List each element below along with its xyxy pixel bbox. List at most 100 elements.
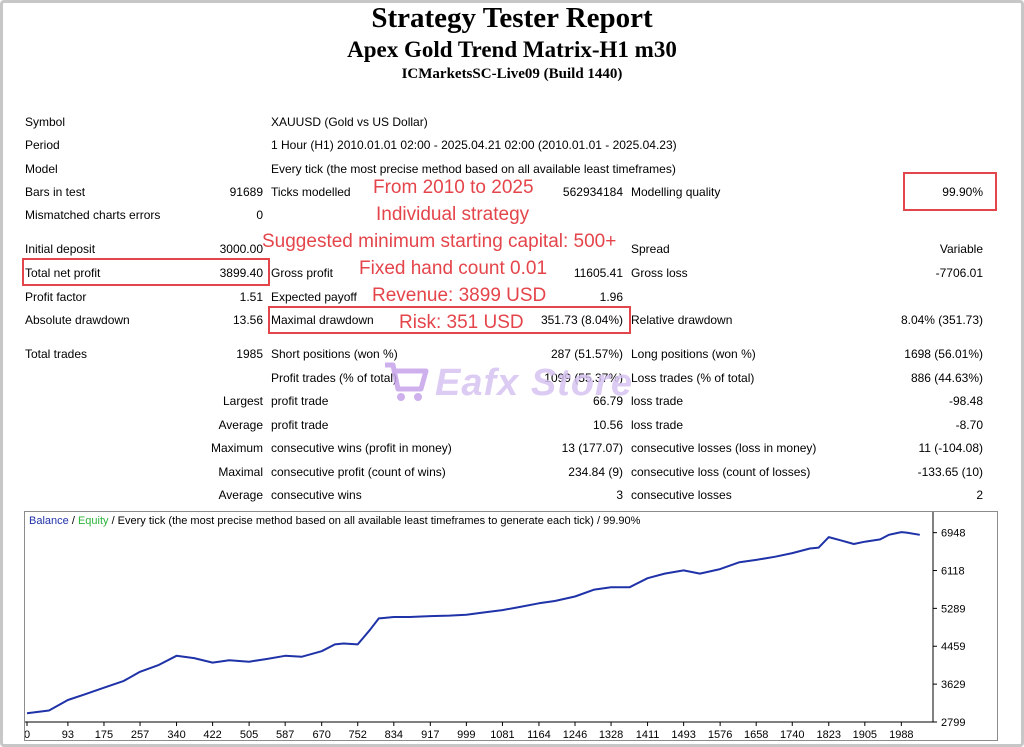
y-tick-label: 3629 [941,679,965,691]
average-ltrade-value: -8.70 [955,418,983,432]
legend-equity: Equity [77,515,109,527]
maxdd-label: Maximal drawdown [271,313,374,327]
deposit-label: Initial deposit [25,242,96,256]
grossloss-label: Gross loss [631,266,688,280]
spread-label: Spread [631,242,670,256]
maxdd-value: 351.73 (8.04%) [540,313,623,327]
average-ptrade-value: 10.56 [592,418,623,432]
ptrades-value: 1099 (55.37%) [544,371,623,385]
maximum-label: Maximum [210,441,263,455]
legend-description: / Every tick (the most precise method ba… [108,515,641,527]
period-label: Period [25,138,60,152]
bars-label: Bars in test [25,185,86,199]
annotation-period: From 2010 to 2025 [373,177,534,198]
largest-ptrade-label: profit trade [271,394,329,408]
x-tick-label: 999 [457,729,475,740]
long-label: Long positions (won %) [631,347,756,361]
x-tick-label: 1411 [636,729,660,740]
x-tick-label: 1328 [599,729,623,740]
annotation-revenue: Revenue: 3899 USD [372,285,547,306]
maximal-label: Maximal [218,465,263,479]
largest-label: Largest [222,394,263,408]
symbol-label: Symbol [25,115,66,129]
avg-closses-value: 2 [976,488,983,502]
x-tick-label: 0 [25,729,30,740]
balance-chart: Balance / Equity / Every tick (the most … [24,511,998,741]
y-tick-label: 4459 [941,641,965,653]
chart-legend: Balance / Equity / Every tick (the most … [29,515,640,527]
avg-cwins-label: consecutive wins [271,488,362,502]
x-tick-label: 1988 [889,729,913,740]
pf-value: 1.51 [239,290,263,304]
annotation-strategy: Individual strategy [376,204,530,225]
model-value: Every tick (the most precise method base… [271,162,676,176]
x-tick-label: 752 [349,729,367,740]
cart-icon [383,359,429,408]
x-tick-label: 340 [167,729,185,740]
pf-label: Profit factor [25,290,87,304]
strategy-name: Apex Gold Trend Matrix-H1 m30 [347,37,677,62]
y-tick-label: 6948 [941,528,965,540]
max-cwins-label: consecutive wins (profit in money) [271,441,452,455]
watermark-text: Eafx Store [435,361,633,404]
trades-label: Total trades [25,347,88,361]
x-tick-label: 1823 [817,729,841,740]
avg-closses-label: consecutive losses [631,488,732,502]
largest-ptrade-value: 66.79 [592,394,623,408]
grossprofit-label: Gross profit [271,266,334,280]
highlight-net-profit [22,258,270,286]
absdd-value: 13.56 [232,313,263,327]
balance-line [26,531,920,715]
x-tick-label: 1081 [490,729,514,740]
ticks-label: Ticks modelled [271,185,351,199]
x-tick-label: 1164 [527,729,551,740]
spread-value: Variable [939,242,983,256]
x-tick-label: 1246 [563,729,587,740]
legend-sep: / [68,515,78,527]
report-title: Strategy Tester Report [371,2,653,34]
annotation-capital: Suggested minimum starting capital: 500+ [262,231,617,252]
highlight-modelling-quality [903,172,997,211]
quality-label: Modelling quality [631,185,721,199]
chart-plot: 6948 6118 5289 4459 3629 2799 0 93 175 257 340 422 5… [24,512,965,741]
x-tick-label: 670 [312,729,330,740]
ltrades-label: Loss trades (% of total) [631,371,755,385]
payoff-label: Expected payoff [271,290,357,304]
annotation-risk: Risk: 351 USD [399,312,524,333]
legend-balance: Balance [29,515,69,527]
average-label: Average [218,418,263,432]
reldd-value: 8.04% (351.73) [900,313,983,327]
grossloss-value: -7706.01 [935,266,983,280]
absdd-label: Absolute drawdown [25,313,130,327]
period-value: 1 Hour (H1) 2010.01.01 02:00 - 2025.04.2… [271,138,677,152]
x-tick-label: 175 [95,729,113,740]
trades-value: 1985 [236,347,263,361]
bars-value: 91689 [229,185,263,199]
x-tick-label: 422 [203,729,221,740]
maximal-closs-label: consecutive loss (count of losses) [631,465,811,479]
x-tick-label: 587 [276,729,294,740]
deposit-value: 3000.00 [219,242,263,256]
mismatch-label: Mismatched charts errors [25,208,161,222]
grossprofit-value: 11605.41 [573,266,623,280]
reldd-label: Relative drawdown [631,313,733,327]
payoff-value: 1.96 [599,290,623,304]
average-ltrade-label: loss trade [631,418,684,432]
x-tick-label: 1905 [853,729,877,740]
average-ptrade-label: profit trade [271,418,329,432]
maximal-cprofit-value: 234.84 (9) [568,465,623,479]
x-tick-label: 834 [385,729,403,740]
quality-value: 99.90% [942,185,983,199]
maximal-cprofit-label: consecutive profit (count of wins) [271,465,446,479]
short-value: 287 (51.57%) [550,347,623,361]
watermark: Eafx Store [383,358,633,408]
long-value: 1698 (56.01%) [904,347,983,361]
model-label: Model [25,162,58,176]
max-closses-label: consecutive losses (loss in money) [631,441,817,455]
y-tick-label: 2799 [941,717,965,729]
x-tick-label: 917 [421,729,439,740]
mismatch-value: 0 [256,208,263,222]
x-tick-label: 1658 [744,729,768,740]
netprofit-value: 3899.40 [219,266,263,280]
x-tick-label: 1493 [671,729,695,740]
